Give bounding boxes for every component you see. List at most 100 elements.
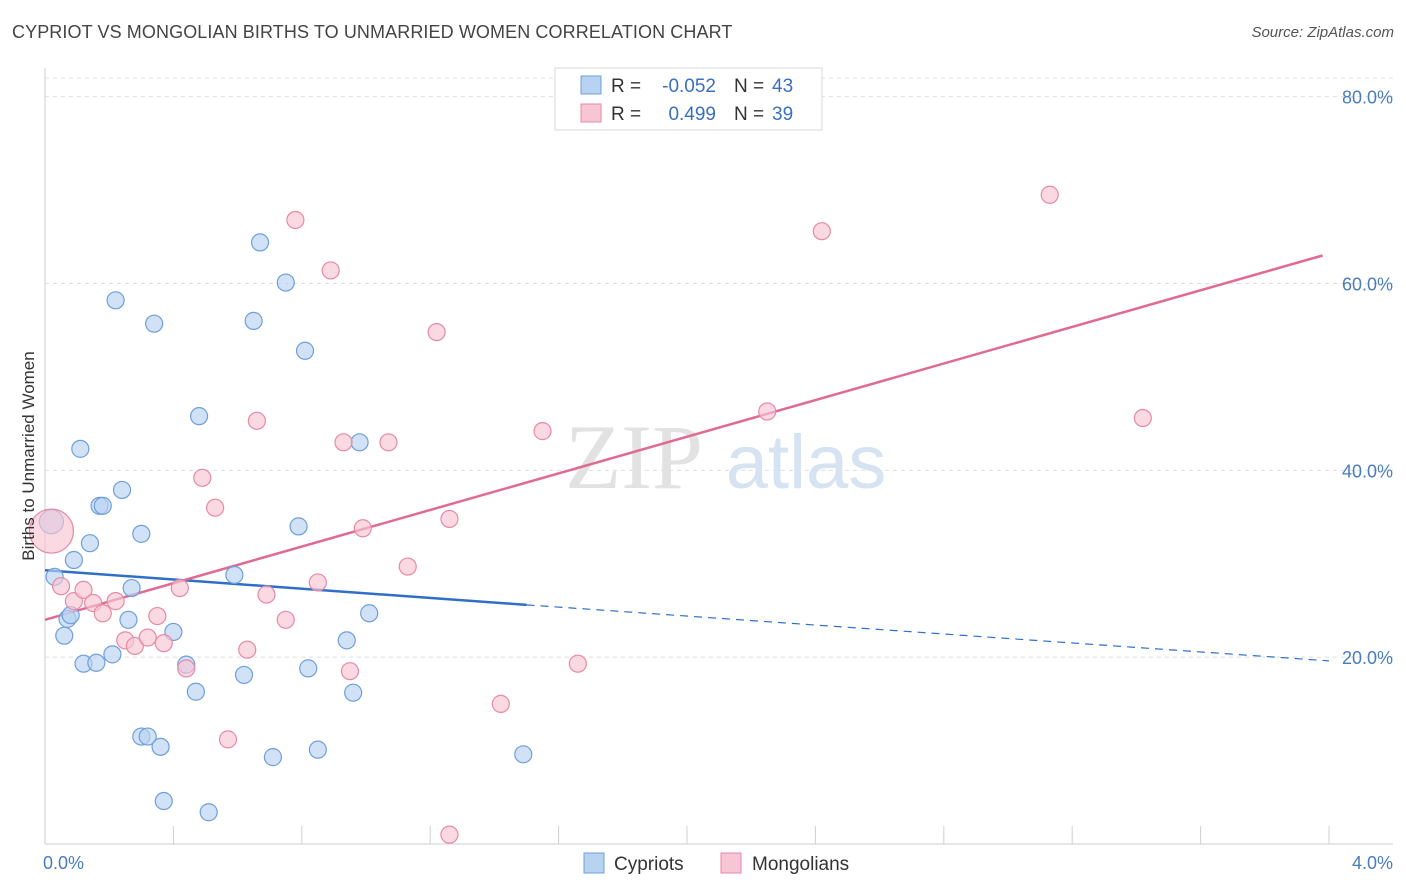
point-cypriots-39 xyxy=(344,683,363,702)
point-cypriots-27 xyxy=(199,803,218,822)
chart-title: CYPRIOT VS MONGOLIAN BIRTHS TO UNMARRIED… xyxy=(12,22,733,42)
y-tick-label-80: 80.0% xyxy=(1342,88,1393,108)
point-cypriots-18 xyxy=(103,645,122,664)
point-mongolians-30 xyxy=(440,509,459,529)
x-tick-label-min: 0.0% xyxy=(43,853,84,873)
point-cypriots-41 xyxy=(360,604,379,623)
point-cypriots-28 xyxy=(225,565,244,585)
legend-r-value-cypriots: -0.052 xyxy=(662,76,716,97)
point-mongolians-9 xyxy=(138,628,157,647)
point-mongolians-0 xyxy=(28,508,75,554)
point-cypriots-30 xyxy=(244,311,263,330)
point-mongolians-16 xyxy=(218,730,238,749)
point-cypriots-9 xyxy=(93,496,112,515)
gridlines xyxy=(45,77,1393,658)
point-mongolians-29 xyxy=(427,322,446,342)
legend-n-value-mongolians: 39 xyxy=(772,104,793,125)
point-cypriots-6 xyxy=(71,439,90,458)
point-cypriots-21 xyxy=(151,737,170,756)
point-cypriots-38 xyxy=(337,631,356,650)
bottom-legend-swatch-cypriots xyxy=(583,852,605,874)
point-mongolians-17 xyxy=(238,640,257,659)
point-cypriots-42 xyxy=(514,745,533,764)
point-cypriots-10 xyxy=(106,291,125,310)
point-mongolians-6 xyxy=(106,592,125,611)
point-mongolians-19 xyxy=(257,585,276,604)
point-mongolians-8 xyxy=(125,636,144,656)
legend-swatch-mongolians xyxy=(580,103,602,123)
point-cypriots-5 xyxy=(64,550,83,570)
legend-n-label-cypriots: N = xyxy=(734,76,764,97)
point-cypriots-25 xyxy=(186,682,205,701)
point-mongolians-27 xyxy=(379,433,398,452)
watermark: ZIP atlas xyxy=(565,406,886,508)
point-mongolians-25 xyxy=(340,662,360,681)
legend: R = -0.052 N = 43 R = 0.499 N = 39 xyxy=(554,67,823,131)
point-cypriots-4 xyxy=(55,626,74,645)
point-mongolians-26 xyxy=(353,519,372,538)
point-cypriots-13 xyxy=(122,578,141,598)
point-cypriots-20 xyxy=(138,727,157,746)
y-axis-label: Births to Unmarried Women xyxy=(19,351,38,560)
legend-r-value-mongolians: 0.499 xyxy=(668,104,716,125)
point-mongolians-15 xyxy=(206,498,225,517)
point-cypriots-22 xyxy=(154,791,173,811)
legend-r-label-mongolians: R = xyxy=(611,104,641,125)
point-mongolians-35 xyxy=(758,402,777,421)
point-cypriots-14 xyxy=(132,524,151,543)
point-mongolians-28 xyxy=(398,557,417,576)
y-tick-label-40: 40.0% xyxy=(1342,461,1393,481)
point-mongolians-18 xyxy=(247,411,266,430)
y-tick-label-20: 20.0% xyxy=(1342,648,1393,668)
watermark-atlas: atlas xyxy=(726,420,887,505)
point-mongolians-5 xyxy=(93,604,112,623)
x-tick-label-max: 4.0% xyxy=(1352,853,1393,873)
point-cypriots-17 xyxy=(87,653,106,672)
legend-n-label-mongolians: N = xyxy=(734,104,764,125)
point-mongolians-13 xyxy=(177,659,196,678)
point-mongolians-20 xyxy=(276,610,295,629)
point-mongolians-37 xyxy=(1040,185,1059,204)
trend-line-mongolians xyxy=(44,254,1323,622)
legend-swatch-cypriots xyxy=(580,75,602,95)
trend-line-dashed-cypriots xyxy=(526,604,1330,662)
point-cypriots-37 xyxy=(308,740,327,759)
point-mongolians-31 xyxy=(440,825,459,844)
point-mongolians-21 xyxy=(286,210,305,230)
point-cypriots-35 xyxy=(295,341,315,360)
point-mongolians-22 xyxy=(308,573,327,592)
tick-labels: 20.0% 40.0% 60.0% 80.0% 0.0% 4.0% xyxy=(43,88,1393,873)
point-cypriots-12 xyxy=(119,610,138,629)
point-mongolians-34 xyxy=(568,654,587,673)
bottom-legend-swatch-mongolians xyxy=(720,852,742,874)
trend-lines xyxy=(44,254,1330,662)
point-cypriots-34 xyxy=(289,517,308,536)
point-cypriots-7 xyxy=(80,534,100,553)
y-tick-label-60: 60.0% xyxy=(1342,275,1393,295)
point-cypriots-11 xyxy=(112,480,132,500)
point-mongolians-1 xyxy=(51,577,71,596)
point-mongolians-11 xyxy=(154,634,173,653)
point-mongolians-38 xyxy=(1133,408,1152,428)
point-cypriots-31 xyxy=(250,233,270,252)
point-cypriots-29 xyxy=(234,665,254,685)
point-cypriots-33 xyxy=(276,273,295,292)
watermark-zip: ZIP xyxy=(565,406,703,508)
point-mongolians-24 xyxy=(334,433,353,452)
point-mongolians-32 xyxy=(491,694,510,713)
point-cypriots-15 xyxy=(145,314,164,333)
point-mongolians-10 xyxy=(148,606,167,626)
point-cypriots-40 xyxy=(350,433,369,452)
legend-r-label-cypriots: R = xyxy=(611,76,641,97)
point-mongolians-3 xyxy=(74,580,93,600)
axes xyxy=(44,68,1393,845)
point-mongolians-14 xyxy=(193,468,212,487)
chart-source: Source: ZipAtlas.com xyxy=(1251,24,1394,41)
point-cypriots-36 xyxy=(299,659,318,678)
point-mongolians-33 xyxy=(533,422,552,441)
point-cypriots-26 xyxy=(189,407,209,426)
bottom-legend: Cypriots Mongolians xyxy=(583,852,849,875)
point-cypriots-32 xyxy=(263,748,283,767)
trend-line-cypriots xyxy=(44,569,527,607)
